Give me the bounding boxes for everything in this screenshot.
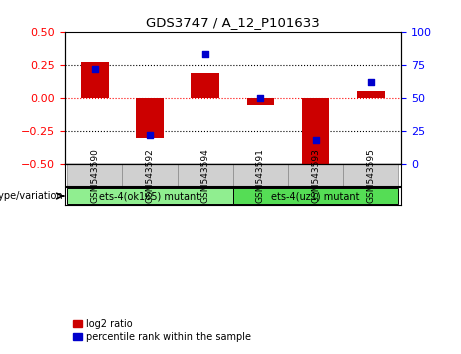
Point xyxy=(146,132,154,138)
Legend: log2 ratio, percentile rank within the sample: log2 ratio, percentile rank within the s… xyxy=(70,315,255,346)
Text: genotype/variation: genotype/variation xyxy=(0,191,64,201)
FancyBboxPatch shape xyxy=(343,164,398,187)
Text: GSM543593: GSM543593 xyxy=(311,148,320,203)
FancyBboxPatch shape xyxy=(233,164,288,187)
Point xyxy=(312,137,319,143)
Bar xyxy=(136,98,164,138)
Bar xyxy=(191,73,219,98)
Point xyxy=(367,79,374,85)
Text: GSM543594: GSM543594 xyxy=(201,148,210,203)
FancyBboxPatch shape xyxy=(67,164,123,187)
FancyBboxPatch shape xyxy=(67,188,233,205)
Title: GDS3747 / A_12_P101633: GDS3747 / A_12_P101633 xyxy=(146,16,319,29)
FancyBboxPatch shape xyxy=(123,164,177,187)
Bar xyxy=(81,62,109,98)
Text: GSM543590: GSM543590 xyxy=(90,148,100,203)
Text: GSM543592: GSM543592 xyxy=(146,148,154,203)
Text: GSM543591: GSM543591 xyxy=(256,148,265,203)
FancyBboxPatch shape xyxy=(233,188,398,205)
Text: ets-4(ok165) mutant: ets-4(ok165) mutant xyxy=(100,191,201,201)
FancyBboxPatch shape xyxy=(177,164,233,187)
Bar xyxy=(357,91,384,98)
FancyBboxPatch shape xyxy=(288,164,343,187)
Bar xyxy=(247,98,274,104)
Text: GSM543595: GSM543595 xyxy=(366,148,375,203)
Point xyxy=(91,66,99,72)
Point xyxy=(257,95,264,101)
Point xyxy=(201,51,209,57)
Bar xyxy=(302,98,329,164)
Text: ets-4(uz1) mutant: ets-4(uz1) mutant xyxy=(272,191,360,201)
